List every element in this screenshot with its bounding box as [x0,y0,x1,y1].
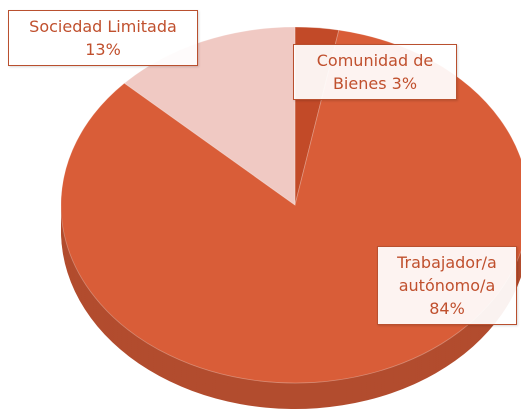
category-label: Trabajador/a autónomo/a [397,253,497,295]
pie-slice [123,26,296,206]
value-label: 84% [429,299,465,318]
value-label: 3% [391,74,418,93]
category-label: Sociedad Limitada [29,17,177,36]
category-label: Comunidad de Bienes [316,51,434,93]
data-label-box: Trabajador/a autónomo/a 84% [377,246,517,325]
data-label-box: Sociedad Limitada 13% [8,10,198,66]
data-label-box: Comunidad de Bienes 3% [293,44,457,100]
value-label: 13% [85,40,121,59]
